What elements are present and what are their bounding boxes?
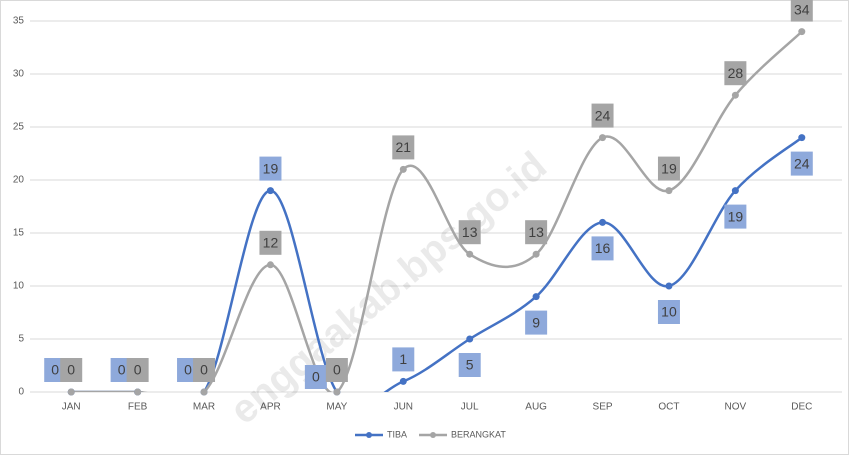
- data-label-box: [193, 358, 216, 382]
- point: [599, 218, 607, 226]
- point: [532, 293, 540, 301]
- x-tick-label: OCT: [658, 402, 679, 413]
- data-label: 1: [399, 351, 407, 367]
- point: [399, 165, 407, 173]
- data-label: 0: [118, 362, 126, 378]
- x-tick-label: MAR: [193, 402, 215, 413]
- data-label-box: [458, 353, 481, 377]
- point: [399, 377, 407, 385]
- data-label: 19: [728, 208, 744, 224]
- point: [665, 282, 673, 290]
- y-tick-label: 0: [18, 387, 24, 398]
- point: [532, 250, 540, 258]
- legend-label: BERANGKAT: [451, 429, 506, 439]
- data-label-box: [724, 204, 747, 229]
- x-tick-label: JUN: [394, 402, 413, 413]
- data-label-box: [525, 220, 548, 245]
- data-label-box: [591, 236, 614, 261]
- data-label: 13: [462, 224, 478, 240]
- legend-marker: [430, 432, 437, 438]
- data-label-box: [525, 310, 548, 335]
- legend-label: TIBA: [387, 429, 407, 439]
- data-label: 28: [728, 65, 744, 81]
- x-tick-label: AUG: [525, 402, 547, 413]
- data-label-box: [259, 156, 282, 181]
- data-label: 0: [312, 369, 320, 385]
- y-tick-label: 30: [13, 69, 25, 80]
- y-tick-label: 25: [13, 122, 25, 133]
- point: [731, 187, 739, 195]
- x-tick-label: NOV: [725, 402, 747, 413]
- data-label: 19: [263, 160, 279, 176]
- point: [798, 134, 806, 142]
- point: [200, 388, 208, 396]
- data-label-box: [304, 365, 327, 389]
- point: [798, 28, 806, 36]
- data-label-box: [126, 358, 149, 382]
- data-label-box: [724, 61, 747, 86]
- data-label: 5: [466, 357, 474, 373]
- point: [134, 388, 142, 396]
- data-label: 21: [396, 139, 412, 155]
- data-label-box: [392, 347, 415, 372]
- data-label: 0: [333, 362, 341, 378]
- data-label-box: [790, 0, 813, 22]
- data-label: 34: [794, 1, 810, 17]
- data-label: 9: [532, 314, 540, 330]
- point: [665, 187, 673, 195]
- point: [67, 388, 75, 396]
- data-label: 0: [134, 362, 142, 378]
- y-tick-label: 5: [18, 334, 24, 345]
- point: [333, 388, 341, 396]
- x-tick-label: DEC: [791, 402, 812, 413]
- data-label-box: [790, 151, 813, 176]
- x-tick-label: SEP: [593, 402, 613, 413]
- y-tick-label: 20: [13, 175, 25, 186]
- data-label: 24: [794, 155, 810, 171]
- y-tick-label: 10: [13, 281, 25, 292]
- data-label-box: [657, 156, 680, 181]
- legend-marker: [366, 432, 372, 438]
- data-label: 12: [263, 235, 279, 251]
- data-label: 24: [595, 107, 611, 123]
- data-label: 0: [200, 362, 208, 378]
- data-label-box: [657, 300, 680, 324]
- data-label-box: [325, 358, 348, 382]
- x-tick-label: FEB: [128, 402, 148, 413]
- data-label: 0: [51, 362, 59, 378]
- data-label: 16: [595, 240, 611, 256]
- point: [266, 261, 274, 269]
- point: [466, 250, 474, 258]
- data-label-box: [392, 135, 415, 160]
- point: [731, 91, 739, 99]
- x-tick-label: JUL: [461, 402, 479, 413]
- y-tick-label: 35: [13, 16, 25, 27]
- point: [266, 187, 274, 195]
- data-label: 19: [661, 160, 677, 176]
- data-label: 0: [184, 362, 192, 378]
- point: [599, 134, 607, 142]
- data-label-box: [591, 103, 614, 128]
- data-label: 10: [661, 304, 677, 320]
- data-label: 13: [528, 224, 544, 240]
- x-tick-label: MAY: [326, 402, 347, 413]
- data-label: 0: [67, 362, 75, 378]
- x-tick-label: JAN: [62, 402, 81, 413]
- x-tick-label: APR: [260, 402, 281, 413]
- y-tick-label: 15: [13, 228, 25, 239]
- data-label-box: [259, 230, 282, 255]
- data-label-box: [60, 358, 83, 382]
- point: [466, 335, 474, 343]
- data-label-box: [458, 220, 481, 245]
